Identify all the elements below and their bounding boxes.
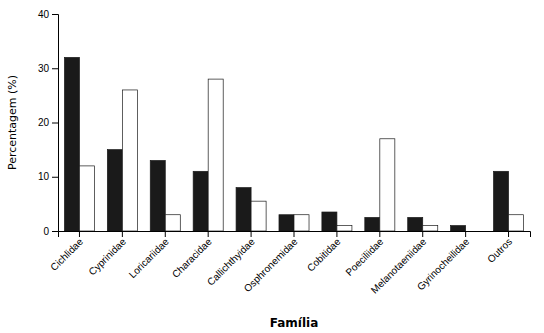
bar [380,139,395,231]
bar [337,226,352,231]
x-tick-mark [165,231,166,237]
bar [165,215,180,231]
bar [279,215,294,231]
bar-series [64,57,508,231]
x-tick-mark [336,231,337,237]
x-tick-mark [79,231,80,237]
x-tick: Cobitidae [305,231,343,274]
x-tick-label: Poeciliidae [343,236,385,278]
y-tick-mark [52,14,58,15]
x-tick-mark [465,231,466,237]
x-tick-label: Outros [485,236,514,265]
bar [208,79,223,231]
x-tick-mark [379,231,380,237]
y-tick: 40 [38,9,58,20]
x-axis: CichlidaeCyprinidaeLoricariidaeCharacida… [48,231,530,296]
x-axis-title: Família [270,316,319,330]
x-tick: Loricariidae [127,231,172,280]
x-tick: Cichlidae [48,231,85,273]
y-tick-label: 40 [38,9,50,20]
x-tick-mark [294,231,295,237]
y-tick-label: 0 [43,226,49,237]
y-axis-line [52,15,59,232]
x-tick-mark [122,231,123,237]
bar [322,212,337,231]
bar [193,171,208,231]
bar [251,201,266,231]
y-tick-mark [52,177,58,178]
x-tick: Characidae [170,231,214,280]
bar [107,150,122,231]
y-tick: 10 [38,171,58,182]
bar [494,171,509,231]
bars [64,57,523,231]
bar [408,217,423,231]
y-tick-mark [52,68,58,69]
bar [294,215,309,231]
bar [236,188,251,231]
bar [122,90,137,231]
x-tick-label: Cyprinidae [86,236,128,278]
y-tick-label: 10 [38,171,50,182]
x-tick: Poeciliidae [343,231,385,278]
x-tick: Osphronemidae [242,231,300,294]
x-tick-mark [422,231,423,237]
y-axis: 0 10 20 30 40 [38,9,59,237]
y-tick-mark [52,231,58,232]
bar [79,166,94,231]
y-tick-label: 30 [38,63,50,74]
y-tick-mark [52,123,58,124]
x-tick-label: Gyrinocheilidae [415,236,472,293]
bar [365,217,380,231]
y-tick: 20 [38,117,58,128]
x-tick: Cyprinidae [86,231,128,278]
y-tick: 0 [43,226,58,237]
x-tick-label: Osphronemidae [242,236,300,294]
bar [64,57,79,231]
y-axis-title: Percentagem (%) [6,75,19,170]
x-tick-label: Characidae [170,236,214,280]
bar [423,226,438,231]
x-axis-line [59,232,531,238]
x-tick-mark [208,231,209,237]
x-tick: Outros [485,231,514,265]
x-tick-label: Cichlidae [48,236,85,273]
x-tick-label: Loricariidae [127,236,172,281]
bar [509,215,524,231]
x-tick-mark [251,231,252,237]
x-tick-mark [508,231,509,237]
x-tick-label: Cobitidae [305,236,343,274]
bar-series [79,79,523,231]
bar [451,226,466,231]
bar [466,231,481,232]
bar [150,160,165,231]
chart: 0 10 20 30 40 CichlidaeCyprinidaeLoricariidae… [0,0,544,333]
plot: 0 10 20 30 40 CichlidaeCyprinidaeLoricariidae… [38,9,531,296]
y-tick: 30 [38,63,58,74]
x-tick: Gyrinocheilidae [415,231,472,292]
y-tick-label: 20 [38,117,50,128]
